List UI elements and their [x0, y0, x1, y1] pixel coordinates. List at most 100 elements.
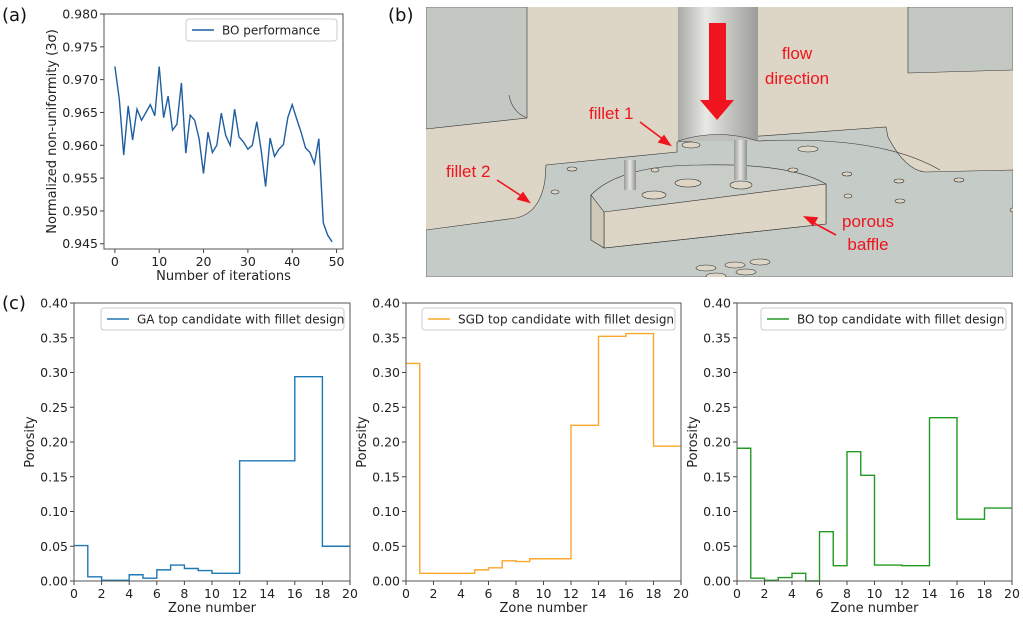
x-tick-label: 6 — [153, 586, 161, 601]
x-tick-label: 2 — [430, 586, 438, 601]
y-tick-label: 0.00 — [40, 574, 68, 589]
x-tick-label: 2 — [98, 586, 106, 601]
y-tick-label: 0.20 — [372, 435, 400, 450]
x-tick-label: 4 — [457, 586, 465, 601]
legend-box — [100, 307, 345, 331]
y-tick-label: 0.15 — [703, 469, 731, 484]
x-tick-label: 14 — [591, 586, 607, 601]
label-direction: direction — [765, 69, 829, 88]
left-cavity — [426, 7, 528, 130]
y-tick-label: 0.970 — [62, 72, 98, 87]
label-fillet-2: fillet 2 — [446, 162, 490, 181]
plot-frame — [103, 13, 344, 250]
y-axis-label: Porosity — [355, 416, 370, 468]
x-tick-label: 10 — [204, 586, 220, 601]
x-tick-label: 8 — [180, 586, 188, 601]
x-tick-label: 10 — [151, 254, 167, 269]
label-flow: flow — [782, 44, 813, 63]
plot-frame — [73, 302, 351, 582]
right-cavity — [907, 7, 1013, 74]
x-tick-label: 20 — [196, 254, 212, 269]
y-axis-label: Porosity — [686, 416, 701, 468]
y-tick-label: 0.25 — [40, 400, 68, 415]
y-tick-label: 0.980 — [62, 7, 98, 22]
x-tick-label: 50 — [329, 254, 345, 269]
label-fillet-1: fillet 1 — [589, 104, 633, 123]
y-tick-label: 0.30 — [703, 365, 731, 380]
series-line — [737, 416, 1012, 582]
x-tick-label: 4 — [788, 586, 796, 601]
x-tick-label: 30 — [240, 254, 256, 269]
legend-box — [421, 307, 676, 331]
y-tick-label: 0.40 — [372, 296, 400, 311]
x-tick-label: 18 — [646, 586, 662, 601]
x-tick-label: 18 — [314, 586, 330, 601]
y-tick-label: 0.945 — [62, 236, 98, 251]
x-tick-label: 2 — [761, 586, 769, 601]
legend-box — [185, 18, 338, 42]
panel-label-b: (b) — [388, 5, 413, 26]
y-tick-label: 0.15 — [40, 469, 68, 484]
y-tick-label: 0.955 — [62, 171, 98, 186]
y-axis-label: Normalized non-uniformity (3σ) — [45, 29, 60, 234]
x-tick-label: 40 — [284, 254, 300, 269]
x-tick-label: 8 — [512, 586, 520, 601]
y-tick-label: 0.35 — [703, 330, 731, 345]
x-tick-label: 16 — [949, 586, 965, 601]
x-tick-label: 0 — [111, 254, 119, 269]
y-tick-label: 0.35 — [40, 330, 68, 345]
x-tick-label: 18 — [977, 586, 993, 601]
y-tick-label: 0.20 — [40, 435, 68, 450]
y-tick-label: 0.10 — [372, 504, 400, 519]
label-baffle: baffle — [847, 235, 888, 254]
y-tick-label: 0.35 — [372, 330, 400, 345]
y-tick-label: 0.10 — [40, 504, 68, 519]
legend-label: BO performance — [222, 24, 320, 38]
series-line — [114, 66, 333, 243]
y-tick-label: 0.975 — [62, 39, 98, 54]
y-tick-label: 0.965 — [62, 105, 98, 120]
x-tick-label: 10 — [867, 586, 883, 601]
legend-label: BO top candidate with fillet design — [797, 313, 1004, 327]
legend-label: GA top candidate with fillet design — [137, 313, 344, 327]
y-tick-label: 0.40 — [703, 296, 731, 311]
series-line — [406, 332, 681, 575]
y-tick-label: 0.05 — [40, 539, 68, 554]
chart-2: 0.00 0.05 0.10 0.15 0.20 0.25 0.30 0.35 0.40 0 2 4 6… — [355, 296, 689, 617]
x-tick-label: 0 — [733, 586, 741, 601]
y-tick-label: 0.960 — [62, 138, 98, 153]
y-tick-label: 0.10 — [703, 504, 731, 519]
y-tick-label: 0.15 — [372, 469, 400, 484]
plot-frame — [405, 302, 682, 582]
x-tick-label: 14 — [259, 586, 275, 601]
x-axis-label: Number of iterations — [156, 269, 291, 284]
x-tick-label: 20 — [673, 586, 689, 601]
label-porous: porous — [842, 212, 894, 231]
x-tick-label: 12 — [894, 586, 910, 601]
y-tick-label: 0.05 — [372, 539, 400, 554]
x-tick-label: 6 — [816, 586, 824, 601]
panel-label-a: (a) — [2, 5, 27, 26]
y-tick-label: 0.20 — [703, 435, 731, 450]
x-tick-label: 14 — [922, 586, 938, 601]
y-tick-label: 0.30 — [40, 365, 68, 380]
y-tick-label: 0.30 — [372, 365, 400, 380]
flow-arrow-icon — [700, 23, 734, 120]
x-axis-label: Zone number — [500, 601, 589, 616]
x-axis-label: Zone number — [831, 601, 920, 616]
y-tick-label: 0.00 — [703, 574, 731, 589]
x-tick-label: 16 — [287, 586, 303, 601]
cad-render: flow direction fillet 1 fillet 2 porous … — [426, 7, 1013, 277]
x-tick-label: 0 — [70, 586, 78, 601]
x-tick-label: 10 — [536, 586, 552, 601]
y-tick-label: 0.25 — [372, 400, 400, 415]
x-tick-label: 4 — [125, 586, 133, 601]
y-tick-label: 0.00 — [372, 574, 400, 589]
x-tick-label: 12 — [232, 586, 248, 601]
plot-frame — [736, 302, 1013, 582]
x-tick-label: 6 — [485, 586, 493, 601]
x-tick-label: 20 — [1004, 586, 1020, 601]
chart-3: 0.00 0.05 0.10 0.15 0.20 0.25 0.30 0.35 0.40 0 2 4 6… — [686, 296, 1020, 617]
x-axis-label: Zone number — [168, 601, 257, 616]
